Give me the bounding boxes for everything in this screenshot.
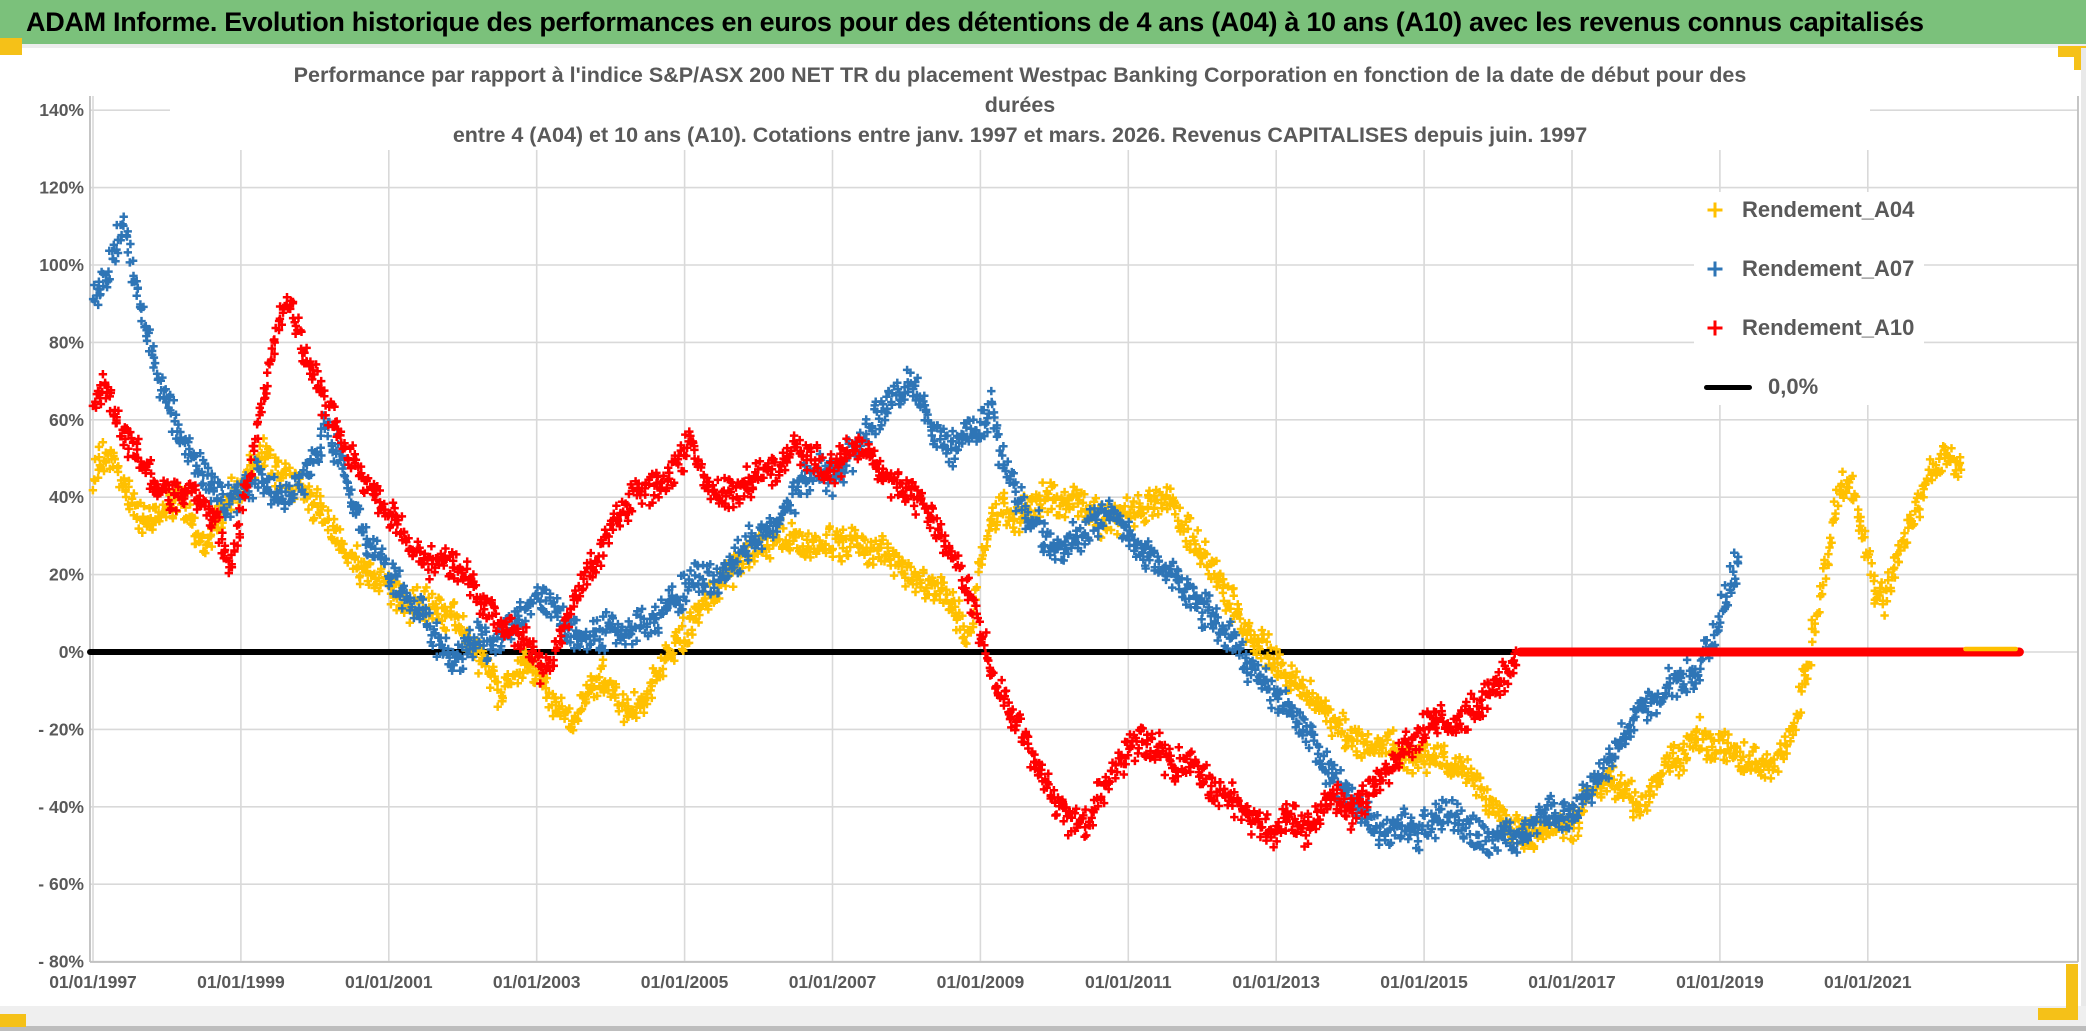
gold-accent-bottom-right-v xyxy=(2066,964,2078,1018)
legend-label: 0,0% xyxy=(1768,374,1819,399)
chart-title-line3: entre 4 (A04) et 10 ans (A10). Cotations… xyxy=(452,123,1588,147)
y-tick-label: 40% xyxy=(49,487,84,507)
x-tick-label: 01/01/2011 xyxy=(1085,972,1172,992)
y-tick-label: - 20% xyxy=(38,719,84,739)
y-tick-label: 60% xyxy=(49,410,84,430)
y-tick-label: 120% xyxy=(39,178,84,198)
legend-label: Rendement_A07 xyxy=(1742,256,1915,281)
y-tick-label: 20% xyxy=(49,565,84,585)
gold-accent-top-left xyxy=(0,38,22,55)
header-underline xyxy=(0,44,2086,48)
chart-title-line1: Performance par rapport à l'indice S&P/A… xyxy=(293,63,1747,87)
legend-item-a07[interactable]: Rendement_A07 xyxy=(1704,255,1914,283)
gold-accent-bottom-right-h xyxy=(2038,1008,2078,1020)
y-tick-label: 0% xyxy=(59,642,85,662)
y-tick-label: - 60% xyxy=(38,874,84,894)
gold-accent-bottom-left xyxy=(0,1014,26,1027)
legend-item-a10[interactable]: Rendement_A10 xyxy=(1704,314,1914,342)
x-tick-label: 01/01/2005 xyxy=(641,972,729,992)
x-tick-label: 01/01/2021 xyxy=(1824,972,1912,992)
chart-legend: Rendement_A04 Rendement_A07 Rendement_A1… xyxy=(1694,192,1925,405)
x-tick-label: 01/01/2013 xyxy=(1232,972,1320,992)
chart-title-line2: durées xyxy=(984,93,1056,117)
plus-marker-icon xyxy=(1707,202,1723,218)
x-tick-label: 01/01/2015 xyxy=(1380,972,1468,992)
legend-item-a04[interactable]: Rendement_A04 xyxy=(1704,196,1914,224)
plus-marker-icon xyxy=(1707,261,1723,277)
x-tick-label: 01/01/2019 xyxy=(1676,972,1764,992)
series-Rendement_A10-points xyxy=(88,293,1521,852)
legend-label: Rendement_A04 xyxy=(1742,197,1915,222)
x-tick-label: 01/01/2001 xyxy=(345,972,433,992)
legend-item-zero-line[interactable]: 0,0% xyxy=(1704,373,1914,401)
y-tick-label: - 80% xyxy=(38,952,84,972)
zero-line-swatch xyxy=(1704,384,1752,390)
x-tick-label: 01/01/2007 xyxy=(789,972,877,992)
bottom-edge-band xyxy=(0,1006,2086,1026)
series-Rendement_A07-points xyxy=(88,212,1743,859)
x-tick-label: 01/01/2003 xyxy=(493,972,581,992)
x-tick-label: 01/01/1997 xyxy=(49,972,137,992)
y-tick-label: 100% xyxy=(39,255,84,275)
right-edge-band xyxy=(2081,48,2086,1006)
gold-accent-top-right-h xyxy=(2058,46,2086,57)
x-tick-label: 01/01/2017 xyxy=(1528,972,1616,992)
x-tick-label: 01/01/1999 xyxy=(197,972,285,992)
y-tick-label: 80% xyxy=(49,332,84,352)
x-tick-label: 01/01/2009 xyxy=(937,972,1025,992)
header-title: ADAM Informe. Evolution historique des p… xyxy=(0,0,2086,44)
legend-label: Rendement_A10 xyxy=(1742,315,1915,340)
plus-marker-icon xyxy=(1707,320,1723,336)
y-tick-label: 140% xyxy=(39,100,84,120)
bottom-edge-line xyxy=(0,1026,2086,1031)
chart-title: Performance par rapport à l'indice S&P/A… xyxy=(170,60,1870,150)
y-tick-label: - 40% xyxy=(38,797,84,817)
